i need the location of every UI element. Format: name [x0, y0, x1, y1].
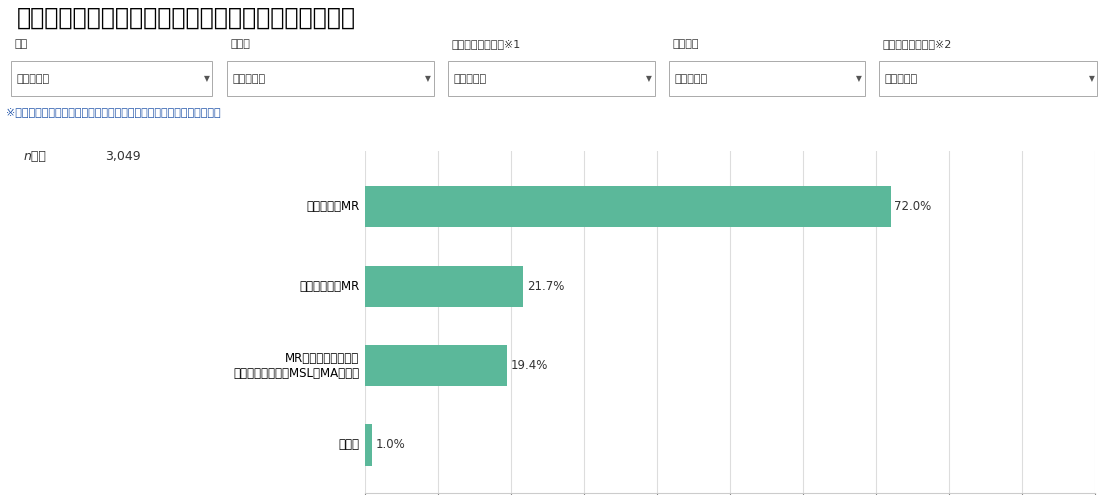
Text: 72.0%: 72.0%	[894, 200, 931, 213]
Text: （すべて）: （すべて）	[885, 74, 918, 84]
FancyBboxPatch shape	[669, 61, 865, 97]
Text: ▼: ▼	[204, 74, 210, 84]
Bar	[365, 345, 507, 386]
Text: 年齢: 年齢	[14, 40, 28, 50]
FancyBboxPatch shape	[448, 61, 655, 97]
Text: n数＝: n数＝	[23, 149, 46, 163]
Text: ▼: ▼	[1088, 74, 1095, 84]
Text: （すべて）: （すべて）	[232, 74, 265, 84]
Text: （すべて）: （すべて）	[17, 74, 50, 84]
FancyBboxPatch shape	[11, 61, 212, 97]
FancyBboxPatch shape	[227, 61, 434, 97]
Bar	[365, 186, 890, 227]
Text: ※各フィルタ選択肢の下部に「適用」「キャンセル」ボタンがあります: ※各フィルタ選択肢の下部に「適用」「キャンセル」ボタンがあります	[6, 106, 220, 117]
Text: チャネル志向性　※2: チャネル志向性 ※2	[883, 40, 952, 50]
Text: 施設形態: 施設形態	[672, 40, 699, 50]
Text: 3,049: 3,049	[105, 149, 140, 163]
FancyBboxPatch shape	[879, 61, 1097, 97]
Bar	[365, 265, 523, 307]
Text: ▼: ▼	[425, 74, 431, 84]
Text: 1.0%: 1.0%	[376, 439, 406, 451]
Text: 19.4%: 19.4%	[510, 359, 547, 372]
Text: ▼: ▼	[646, 74, 653, 84]
Text: 製薬企業とのリモートコミュニケーションの会話相手: 製薬企業とのリモートコミュニケーションの会話相手	[17, 5, 355, 30]
Text: 診療疾患（専門）※1: 診療疾患（専門）※1	[451, 40, 521, 50]
Text: ▼: ▼	[856, 74, 863, 84]
Text: 診療科: 診療科	[230, 40, 250, 50]
Text: （すべて）: （すべて）	[453, 74, 487, 84]
Text: （すべて）: （すべて）	[675, 74, 708, 84]
Bar	[365, 424, 373, 465]
Text: 21.7%: 21.7%	[528, 280, 564, 293]
